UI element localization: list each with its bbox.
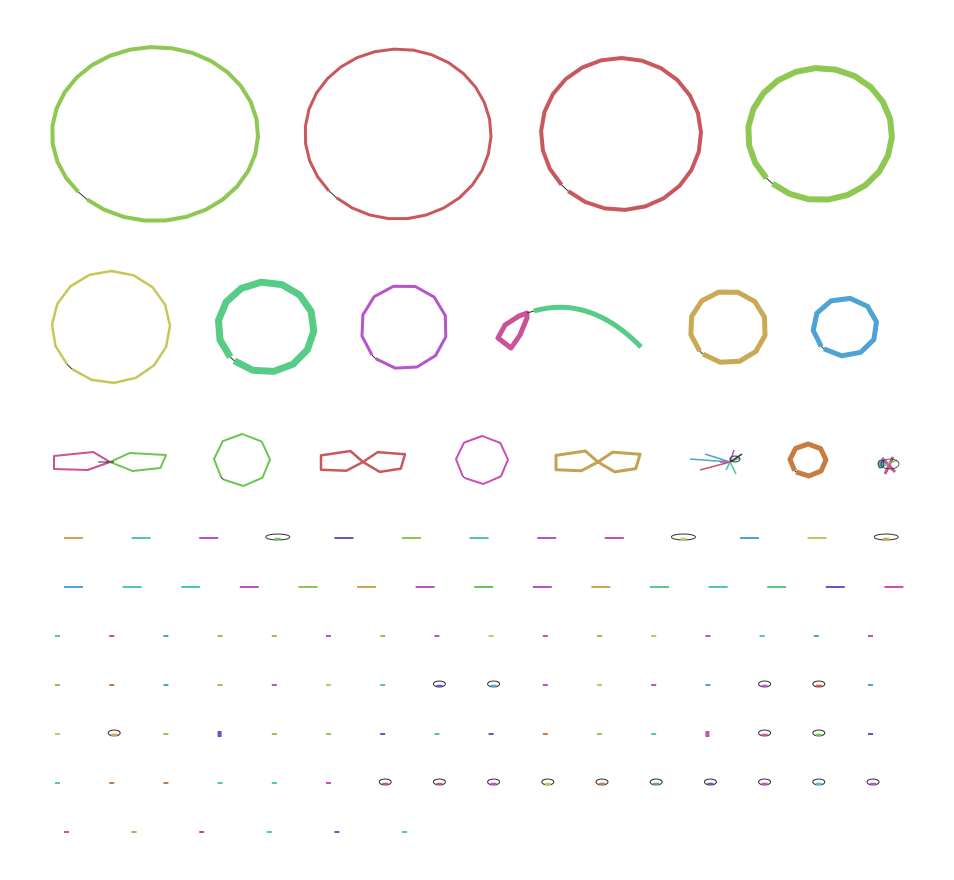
- contig-segment: [455, 435, 509, 485]
- contig-node: [745, 65, 895, 203]
- contig-node: [758, 778, 772, 786]
- contig-segment: [787, 441, 829, 479]
- graph-row-tiny-row-4: [55, 680, 873, 688]
- contig-segment: [745, 65, 895, 203]
- graph-row-small-contigs: [53, 433, 900, 487]
- contig-segment: [53, 451, 111, 471]
- contig-node: [705, 731, 710, 737]
- graph-row-tiny-row-6: [55, 778, 880, 786]
- contig-segment: [360, 284, 448, 370]
- contig-segment: [688, 289, 768, 365]
- contig-node: [487, 778, 501, 786]
- contig-segment: [539, 56, 703, 212]
- contig-link: [880, 458, 900, 470]
- contig-node: [866, 778, 880, 786]
- contig-node: [50, 45, 260, 223]
- contig-node: [688, 289, 768, 365]
- contig-node: [107, 729, 121, 737]
- contig-segment: [319, 449, 365, 473]
- contig-segment: [704, 453, 731, 463]
- contig-link: [328, 190, 338, 199]
- contig-node: [758, 729, 772, 737]
- graph-layer: [50, 45, 904, 833]
- contig-node: [360, 284, 448, 370]
- contig-node: [215, 278, 318, 375]
- contig-segment: [705, 731, 710, 737]
- graph-row-tiny-row-5: [55, 729, 873, 737]
- contig-link: [820, 346, 825, 350]
- contig-node: [877, 456, 900, 475]
- contig-link: [66, 364, 73, 370]
- contig-node: [319, 449, 407, 474]
- contig-node: [265, 533, 291, 541]
- contig-node: [432, 778, 446, 786]
- contig-link: [729, 455, 741, 463]
- contig-segment: [699, 461, 731, 471]
- contig-node: [378, 778, 392, 786]
- contig-node: [689, 449, 743, 475]
- contig-node: [217, 731, 222, 737]
- contig-segment: [303, 47, 493, 221]
- contig-segment: [213, 433, 271, 487]
- contig-node: [787, 441, 829, 479]
- contig-node: [539, 56, 703, 212]
- contig-node: [812, 778, 826, 786]
- contig-segment: [810, 295, 879, 359]
- contig-node: [487, 680, 501, 688]
- contig-node: [810, 295, 879, 359]
- graph-row-large-contigs: [50, 45, 895, 223]
- contig-segment: [725, 461, 731, 471]
- contig-node: [873, 533, 899, 541]
- contig-node: [303, 47, 493, 221]
- contig-segment: [109, 452, 167, 472]
- contig-link: [699, 350, 704, 355]
- contig-link: [526, 310, 535, 314]
- contig-segment: [729, 453, 743, 463]
- graph-row-medium-contigs: [50, 269, 879, 385]
- contig-node: [50, 269, 172, 385]
- contig-link: [462, 475, 466, 479]
- contig-link: [766, 177, 773, 185]
- contig-node: [758, 680, 772, 688]
- contig-link: [371, 354, 377, 359]
- contig-segment: [217, 731, 222, 737]
- contig-segment: [596, 450, 642, 474]
- contig-segment: [215, 278, 318, 375]
- contig-node: [812, 729, 826, 737]
- contig-link: [78, 191, 88, 200]
- graph-row-tiny-row-1: [64, 533, 899, 541]
- contig-node: [812, 680, 826, 688]
- contig-node: [595, 778, 609, 786]
- contig-node: [213, 433, 271, 487]
- contig-node: [703, 778, 717, 786]
- contig-segment: [361, 450, 407, 474]
- contig-node: [541, 778, 555, 786]
- contig-link: [220, 477, 224, 480]
- contig-link: [794, 470, 797, 473]
- contig-segment: [495, 310, 530, 351]
- contig-node: [495, 304, 643, 351]
- contig-node: [670, 533, 696, 541]
- contig-node: [53, 451, 167, 472]
- contig-segment: [533, 304, 643, 349]
- contig-segment: [50, 269, 172, 385]
- contig-link: [561, 184, 569, 192]
- contig-node: [649, 778, 663, 786]
- contig-segment: [883, 456, 895, 475]
- contig-segment: [50, 45, 260, 223]
- contig-segment: [729, 461, 737, 475]
- contig-node: [455, 435, 509, 485]
- contig-link: [229, 356, 235, 362]
- contig-node: [554, 449, 642, 474]
- contig-segment: [554, 449, 600, 473]
- contig-node: [432, 680, 446, 688]
